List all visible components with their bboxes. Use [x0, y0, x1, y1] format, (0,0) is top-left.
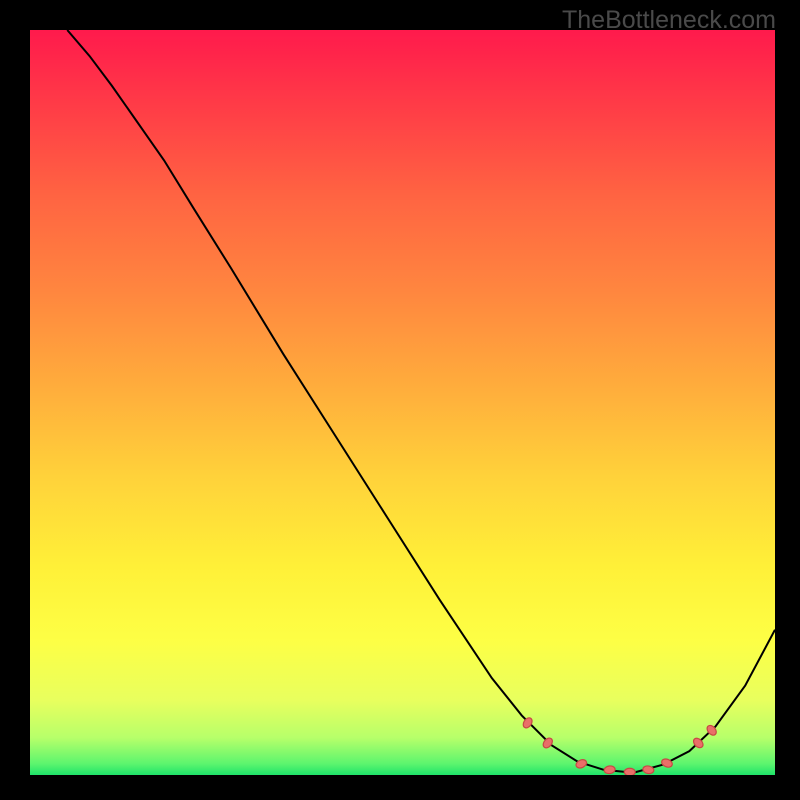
watermark-text: TheBottleneck.com — [562, 6, 776, 35]
highlight-marker — [624, 768, 635, 775]
gradient-background — [30, 30, 775, 775]
plot-area — [30, 30, 775, 775]
chart-stage: TheBottleneck.com — [0, 0, 800, 800]
